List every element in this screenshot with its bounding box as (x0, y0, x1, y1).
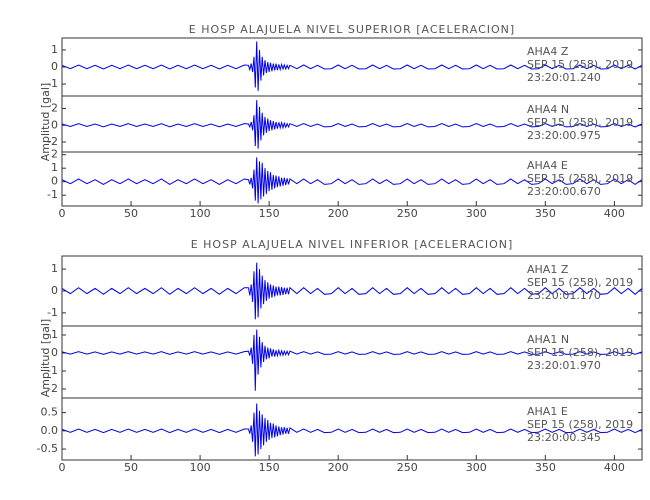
y-tick-label: 2 (51, 148, 58, 161)
y-tick-label: -1 (47, 188, 58, 201)
x-tick-label: 400 (604, 207, 625, 220)
y-tick-label: 2 (51, 102, 58, 115)
x-tick-label: 100 (190, 207, 211, 220)
panel-frame (61, 151, 643, 207)
waveform (61, 41, 643, 91)
station-label: AHA4 Z (527, 45, 569, 58)
time-label: 23:20:00.345 (527, 431, 601, 444)
x-tick-label: 100 (190, 461, 211, 474)
waveform (61, 262, 643, 320)
date-label: SEP 15 (258), 2019 (527, 346, 633, 359)
x-tick-label: 150 (259, 461, 280, 474)
y-tick-label: 0.5 (41, 406, 59, 419)
y-tick-label: -2 (47, 135, 58, 148)
y-tick-label: -2 (47, 382, 58, 395)
y-tick-label: 1 (51, 43, 58, 56)
date-label: SEP 15 (258), 2019 (527, 418, 633, 431)
y-tick-label: 1 (51, 328, 58, 341)
date-label: SEP 15 (258), 2019 (527, 172, 633, 185)
waveform (61, 329, 643, 391)
y-tick-label: 1 (51, 161, 58, 174)
date-label: SEP 15 (258), 2019 (527, 116, 633, 129)
chart-title: E HOSP ALAJUELA NIVEL SUPERIOR [ACELERAC… (189, 23, 515, 36)
x-tick-label: 200 (328, 207, 349, 220)
x-tick-label: 200 (328, 461, 349, 474)
chart-title: E HOSP ALAJUELA NIVEL INFERIOR [ACELERAC… (191, 238, 514, 251)
x-tick-label: 50 (124, 207, 138, 220)
y-tick-label: -1 (47, 364, 58, 377)
waveform (61, 403, 643, 457)
time-label: 23:20:00.670 (527, 185, 601, 198)
time-label: 23:20:00.975 (527, 129, 601, 142)
station-label: AHA4 N (527, 103, 569, 116)
date-label: SEP 15 (258), 2019 (527, 58, 633, 71)
x-tick-label: 250 (397, 207, 418, 220)
x-tick-label: 0 (59, 461, 66, 474)
time-label: 23:20:01.970 (527, 359, 601, 372)
y-tick-label: 0 (51, 284, 58, 297)
x-tick-label: 300 (466, 461, 487, 474)
x-tick-label: 300 (466, 207, 487, 220)
y-axis-label: Amplitud [gal] (39, 319, 52, 397)
y-tick-label: -1 (47, 306, 58, 319)
y-tick-label: 0 (51, 60, 58, 73)
y-tick-label: 0.0 (41, 424, 59, 437)
panel-frame (61, 397, 643, 461)
x-tick-label: 350 (535, 207, 556, 220)
date-label: SEP 15 (258), 2019 (527, 276, 633, 289)
y-tick-label: 0 (51, 118, 58, 131)
time-label: 23:20:01.170 (527, 289, 601, 302)
x-tick-label: 150 (259, 207, 280, 220)
waveform (61, 100, 643, 149)
y-axis-label: Amplitud [gal] (39, 83, 52, 161)
y-tick-label: -0.5 (37, 442, 58, 455)
y-tick-label: 0 (51, 346, 58, 359)
x-tick-label: 400 (604, 461, 625, 474)
waveform (61, 157, 643, 204)
y-tick-label: -1 (47, 77, 58, 90)
y-tick-label: 0 (51, 175, 58, 188)
station-label: AHA1 N (527, 333, 569, 346)
station-label: AHA4 E (527, 159, 568, 172)
x-tick-label: 250 (397, 461, 418, 474)
station-label: AHA1 Z (527, 263, 569, 276)
x-tick-label: 50 (124, 461, 138, 474)
x-tick-label: 350 (535, 461, 556, 474)
time-label: 23:20:01.240 (527, 71, 601, 84)
y-tick-label: 1 (51, 262, 58, 275)
x-tick-label: 0 (59, 207, 66, 220)
station-label: AHA1 E (527, 405, 568, 418)
